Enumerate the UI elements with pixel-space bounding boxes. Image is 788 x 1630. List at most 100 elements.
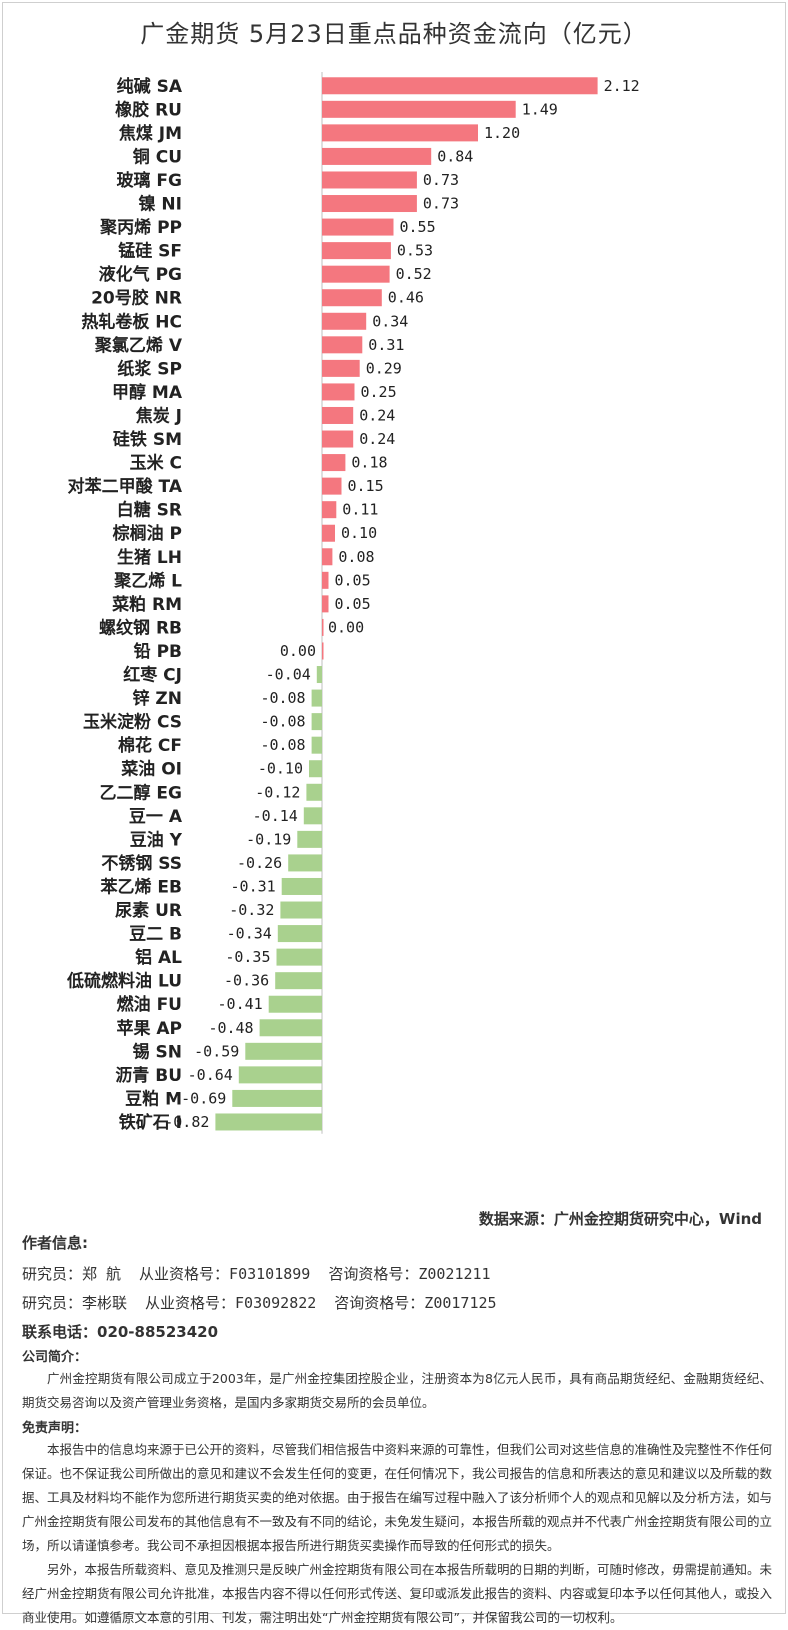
value-label: 0.55: [400, 218, 436, 236]
value-label: -0.31: [231, 877, 276, 895]
bar: [259, 1019, 322, 1037]
bar: [322, 336, 363, 354]
researcher-row: 研究员：李彬联 从业资格号：F03092822 咨询资格号：Z0017125: [22, 1292, 772, 1313]
bar: [311, 713, 322, 731]
bar: [322, 571, 329, 589]
category-label: 乙二醇 EG: [100, 782, 183, 803]
category-label: 20号胶 NR: [91, 288, 182, 309]
category-label: 螺纹钢 RB: [99, 617, 182, 638]
value-label: 0.31: [368, 336, 404, 354]
category-label: 豆二 B: [129, 925, 182, 945]
bar: [322, 430, 354, 448]
category-label: 生猪 LH: [117, 547, 182, 568]
value-label: 0.11: [342, 501, 378, 519]
bar: [238, 1066, 322, 1084]
category-label: 沥青 BU: [115, 1065, 182, 1086]
value-label: -0.04: [266, 666, 311, 684]
category-label: 硅铁 SM: [113, 429, 182, 450]
bar: [322, 406, 354, 424]
category-label: 铅 PB: [134, 641, 182, 662]
value-label: -0.10: [258, 760, 303, 778]
value-label: 0.05: [335, 595, 371, 613]
bar: [322, 548, 333, 566]
category-label: 玻璃 FG: [117, 170, 183, 191]
category-label: 铝 AL: [135, 947, 182, 968]
bar: [316, 666, 322, 684]
disclaimer-paragraph-2: 另外，本报告所载资料、意见及推测只是反映广州金控期货有限公司在本报告所载明的日期…: [22, 1562, 773, 1625]
bar: [322, 218, 394, 236]
researcher-name: 研究员：郑 航: [22, 1265, 122, 1283]
value-label: -0.32: [229, 901, 274, 919]
category-label: 菜油 OI: [120, 759, 182, 780]
category-label: 铜 CU: [133, 146, 182, 167]
value-label: 0.05: [335, 571, 371, 589]
category-label: 对苯二甲酸 TA: [68, 476, 183, 497]
category-label: 不锈钢 SS: [101, 853, 182, 874]
category-label: 聚氯乙烯 V: [94, 335, 183, 356]
value-label: 0.52: [396, 265, 432, 283]
value-label: -0.64: [188, 1066, 233, 1084]
value-label: 0.24: [359, 430, 395, 448]
bar: [322, 642, 324, 660]
bar: [322, 242, 391, 260]
category-label: 锌 ZN: [133, 688, 182, 709]
bar: [322, 501, 337, 519]
value-label: 0.18: [351, 454, 387, 472]
category-label: 锡 SN: [133, 1041, 182, 1062]
category-label: 豆油 Y: [130, 829, 183, 850]
value-label: 2.12: [604, 77, 640, 95]
category-label: 焦煤 JM: [118, 123, 182, 144]
category-label: 锰硅 SF: [118, 241, 182, 262]
value-label: -0.08: [260, 713, 305, 731]
bar: [276, 948, 322, 966]
value-label: -0.08: [260, 689, 305, 707]
bar: [309, 760, 322, 778]
bar: [322, 383, 355, 401]
bar: [245, 1042, 322, 1060]
researcher-row: 研究员：郑 航从业资格号：F03101899 咨询资格号：Z0021211: [22, 1263, 772, 1284]
bar: [322, 477, 342, 495]
value-label: -0.19: [246, 830, 291, 848]
company-heading: 公司简介：: [22, 1350, 88, 1365]
company-text: 广州金控期货有限公司成立于2003年，是广州金控集团控股企业，注册资本为8亿元人…: [22, 1371, 772, 1410]
category-label: 纯碱 SA: [117, 76, 183, 97]
category-label: 玉米 C: [130, 453, 182, 474]
author-info: 作者信息: 研究员：郑 航从业资格号：F03101899 咨询资格号：Z00212…: [22, 1232, 772, 1630]
category-label: 玉米淀粉 CS: [83, 712, 182, 733]
value-label: 0.25: [361, 383, 397, 401]
bar: [322, 312, 367, 330]
disclaimer-heading: 免责声明：: [22, 1421, 88, 1436]
value-label: -0.34: [227, 925, 272, 943]
category-label: 热轧卷板 HC: [81, 311, 182, 332]
category-label: 铁矿石 I: [119, 1112, 182, 1133]
value-label: -0.82: [164, 1113, 209, 1131]
data-source: 数据来源：广州金控期货研究中心，Wind: [478, 1210, 762, 1228]
category-label: 苹果 AP: [116, 1018, 182, 1039]
value-label: -0.26: [237, 854, 282, 872]
bar-chart: 纯碱 SA 2.12 橡胶 RU 1.49 焦煤 JM 1.20 铜 CU 0.84 玻璃 FG…: [66, 72, 640, 1134]
bar: [322, 147, 432, 165]
value-label: 0.46: [388, 289, 424, 307]
value-label: 0.00: [280, 642, 316, 660]
value-label: 0.53: [397, 242, 433, 260]
value-label: -0.41: [218, 995, 263, 1013]
disclaimer-paragraph-1: 本报告中的信息均来源于已公开的资料，尽管我们相信报告中资料来源的可靠性，但我们公…: [22, 1442, 773, 1553]
category-label: 甲醇 MA: [112, 382, 183, 403]
category-label: 棉花 CF: [118, 735, 182, 756]
value-label: -0.69: [181, 1089, 226, 1107]
category-label: 豆一 A: [129, 807, 183, 827]
category-label: 菜粕 RM: [111, 594, 182, 615]
bar: [322, 195, 417, 213]
value-label: -0.35: [225, 948, 270, 966]
value-label: 0.10: [341, 524, 377, 542]
category-label: 红枣 CJ: [123, 665, 182, 686]
bar: [322, 289, 382, 307]
value-label: 1.49: [522, 100, 558, 118]
bar: [268, 995, 322, 1013]
researcher-consult: 咨询资格号：Z0021211: [328, 1265, 491, 1283]
bar: [322, 359, 360, 377]
bar: [277, 925, 322, 943]
bar: [306, 783, 322, 801]
contact-phone: 联系电话：020-88523420: [22, 1323, 219, 1341]
value-label: 0.24: [359, 406, 395, 424]
